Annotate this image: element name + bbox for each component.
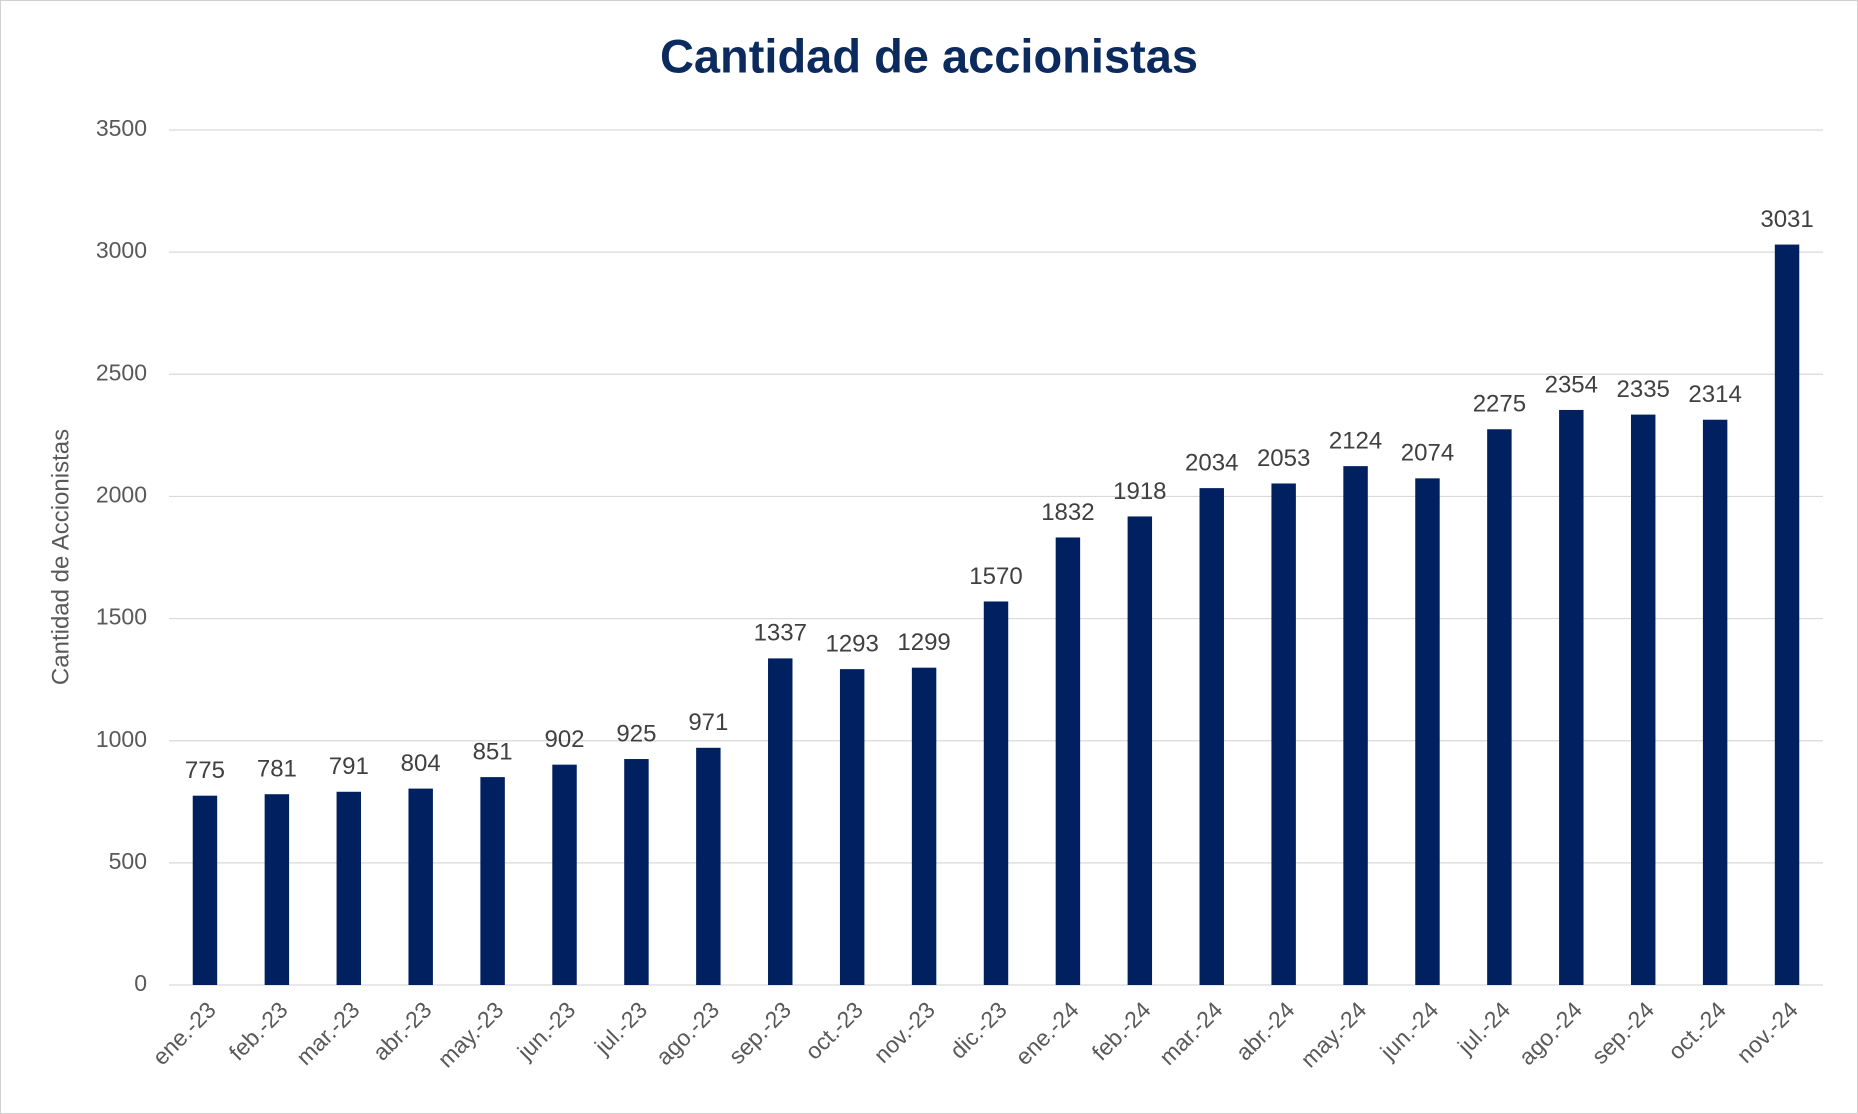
y-tick-label: 2500 <box>96 359 147 385</box>
data-label: 1570 <box>969 563 1022 590</box>
bar <box>1559 409 1584 985</box>
y-tick-label: 500 <box>109 848 147 874</box>
bar <box>839 669 865 985</box>
data-label: 851 <box>473 738 513 765</box>
data-label: 2053 <box>1257 445 1310 472</box>
y-tick-label: 1000 <box>96 726 147 752</box>
bar <box>1774 244 1800 985</box>
data-label: 1337 <box>754 620 807 647</box>
bar <box>696 747 721 985</box>
data-label: 2275 <box>1473 391 1526 418</box>
data-label: 2354 <box>1545 371 1598 398</box>
data-label: 2034 <box>1185 449 1238 476</box>
bar <box>1415 478 1440 985</box>
bar <box>1199 488 1224 985</box>
bar <box>192 795 218 985</box>
bar <box>1630 414 1656 985</box>
bar <box>1487 429 1512 985</box>
bar <box>624 759 649 985</box>
y-axis-label: Cantidad de Accionistas <box>47 429 74 685</box>
bar <box>1127 516 1153 985</box>
data-label: 2074 <box>1401 440 1454 467</box>
bar <box>264 794 290 985</box>
y-tick-label: 3000 <box>96 237 147 263</box>
y-tick-label: 2000 <box>96 482 147 508</box>
bar <box>1271 483 1296 985</box>
data-label: 925 <box>616 720 656 747</box>
data-label: 804 <box>401 750 441 777</box>
y-tick-label: 0 <box>134 970 147 996</box>
bar <box>911 667 937 985</box>
data-label: 1299 <box>897 629 950 656</box>
data-label: 2124 <box>1329 427 1382 454</box>
bar <box>336 791 362 985</box>
data-label: 2314 <box>1688 381 1741 408</box>
data-label: 902 <box>544 726 584 753</box>
bar <box>408 788 433 985</box>
data-label: 971 <box>688 709 728 736</box>
data-label: 1918 <box>1113 478 1166 505</box>
bar <box>552 764 577 985</box>
chart-title: Cantidad de accionistas <box>660 29 1198 82</box>
bar <box>983 601 1009 985</box>
data-label: 791 <box>329 753 369 780</box>
data-label: 2335 <box>1617 376 1670 403</box>
bar <box>768 658 793 985</box>
bar <box>1343 466 1368 985</box>
y-tick-label: 1500 <box>96 604 147 630</box>
y-tick-label: 3500 <box>96 115 147 141</box>
data-label: 1832 <box>1041 499 1094 526</box>
bar <box>1055 537 1081 985</box>
data-label: 3031 <box>1760 206 1813 233</box>
data-label: 781 <box>257 756 297 783</box>
data-label: 775 <box>185 757 225 784</box>
bar <box>480 777 505 985</box>
data-label: 1293 <box>825 630 878 657</box>
bar <box>1702 419 1728 985</box>
